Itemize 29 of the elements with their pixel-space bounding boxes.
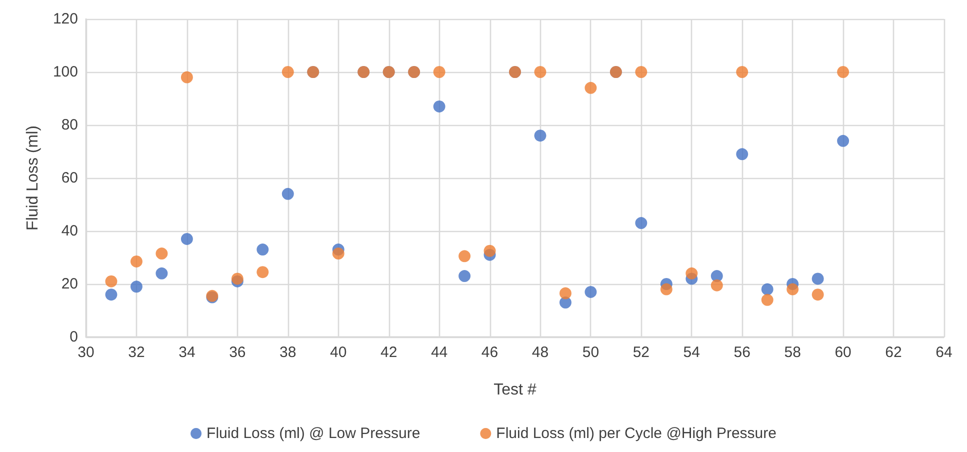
x-tick-label: 42: [380, 344, 398, 361]
x-tick-label: 58: [784, 344, 801, 361]
y-tick-label: 120: [52, 10, 78, 28]
x-tick-label: 64: [936, 344, 952, 361]
y-tick-label: 100: [52, 64, 78, 80]
legend-label: Fluid Loss (ml) @ Low Pressure: [206, 425, 420, 442]
x-axis-title: Test #: [494, 382, 536, 398]
x-tick-label: 48: [532, 344, 549, 361]
legend-label: Fluid Loss (ml) per Cycle @High Pressure: [496, 425, 776, 442]
x-tick-label: 36: [229, 344, 246, 361]
y-tick-label: 60: [61, 170, 78, 186]
y-tick-label: 80: [61, 116, 78, 134]
x-tick-label: 50: [582, 344, 600, 361]
x-tick-label: 60: [834, 344, 852, 361]
x-tick-label: 30: [78, 344, 94, 361]
x-tick-label: 34: [178, 344, 196, 361]
y-tick-label: 40: [61, 222, 78, 240]
x-tick-label: 54: [683, 344, 700, 361]
x-tick-label: 44: [430, 344, 448, 361]
x-tick-label: 32: [128, 344, 145, 361]
x-tick-label: 56: [734, 344, 750, 361]
x-tick-label: 40: [330, 344, 347, 361]
x-tick-label: 62: [885, 344, 902, 361]
y-axis-title: Fluid Loss (ml): [24, 126, 42, 230]
x-tick-label: 46: [481, 344, 498, 361]
x-tick-label: 52: [632, 344, 650, 361]
x-tick-label: 38: [280, 344, 296, 361]
y-tick-label: 0: [70, 328, 78, 346]
y-tick-label: 20: [61, 276, 78, 292]
